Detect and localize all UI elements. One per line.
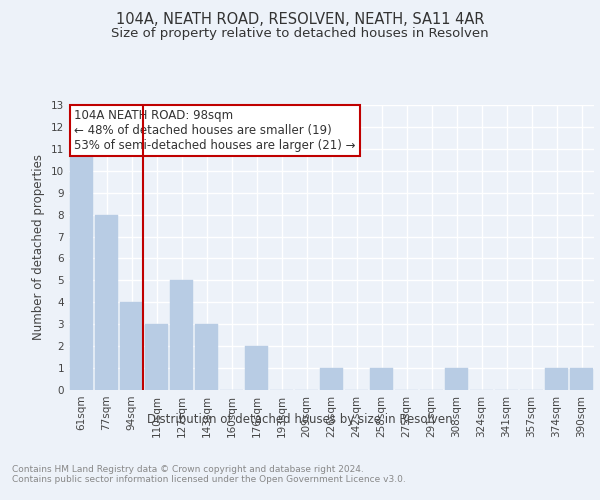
- Bar: [545, 368, 568, 390]
- Bar: [120, 302, 143, 390]
- Text: 104A, NEATH ROAD, RESOLVEN, NEATH, SA11 4AR: 104A, NEATH ROAD, RESOLVEN, NEATH, SA11 …: [116, 12, 484, 28]
- Text: 104A NEATH ROAD: 98sqm
← 48% of detached houses are smaller (19)
53% of semi-det: 104A NEATH ROAD: 98sqm ← 48% of detached…: [74, 110, 356, 152]
- Text: Contains HM Land Registry data © Crown copyright and database right 2024.
Contai: Contains HM Land Registry data © Crown c…: [12, 465, 406, 484]
- Bar: [95, 214, 118, 390]
- Bar: [445, 368, 468, 390]
- Bar: [70, 149, 93, 390]
- Bar: [570, 368, 593, 390]
- Bar: [145, 324, 168, 390]
- Bar: [245, 346, 268, 390]
- Y-axis label: Number of detached properties: Number of detached properties: [32, 154, 46, 340]
- Bar: [195, 324, 218, 390]
- Text: Distribution of detached houses by size in Resolven: Distribution of detached houses by size …: [147, 412, 453, 426]
- Bar: [170, 280, 193, 390]
- Bar: [370, 368, 393, 390]
- Text: Size of property relative to detached houses in Resolven: Size of property relative to detached ho…: [111, 28, 489, 40]
- Bar: [320, 368, 343, 390]
